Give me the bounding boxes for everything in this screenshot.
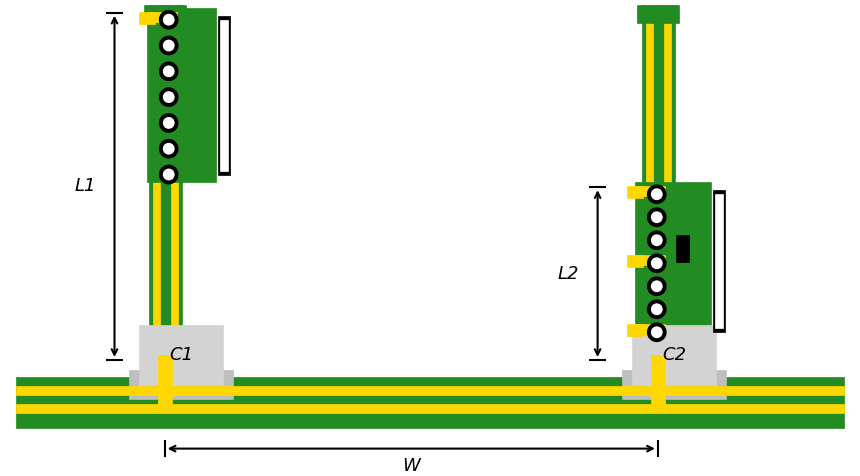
Bar bbox=[635, 186, 665, 196]
Bar bbox=[637, 5, 679, 23]
Circle shape bbox=[163, 65, 175, 77]
Circle shape bbox=[647, 253, 666, 273]
Circle shape bbox=[647, 322, 666, 342]
Circle shape bbox=[159, 113, 179, 133]
Circle shape bbox=[163, 143, 175, 155]
Bar bbox=[627, 255, 643, 267]
Circle shape bbox=[647, 299, 666, 319]
Bar bbox=[635, 182, 711, 340]
Bar bbox=[15, 377, 845, 428]
Circle shape bbox=[159, 10, 179, 30]
Bar bbox=[153, 5, 160, 365]
Bar bbox=[147, 12, 176, 22]
Circle shape bbox=[651, 211, 663, 223]
Bar bbox=[218, 16, 230, 175]
Circle shape bbox=[651, 303, 663, 315]
Circle shape bbox=[651, 258, 663, 269]
Bar bbox=[642, 5, 674, 365]
Text: C2: C2 bbox=[662, 346, 686, 364]
Bar bbox=[651, 355, 665, 409]
Bar bbox=[147, 8, 216, 182]
Circle shape bbox=[651, 327, 663, 338]
Text: C1: C1 bbox=[169, 346, 194, 364]
Bar bbox=[149, 5, 181, 365]
Circle shape bbox=[647, 277, 666, 296]
Bar bbox=[623, 370, 726, 399]
Bar bbox=[713, 190, 725, 332]
Circle shape bbox=[163, 14, 175, 26]
Circle shape bbox=[159, 61, 179, 81]
Circle shape bbox=[159, 165, 179, 184]
Bar bbox=[170, 5, 178, 365]
Bar bbox=[129, 370, 233, 399]
Circle shape bbox=[647, 184, 666, 204]
Bar bbox=[144, 5, 187, 23]
Bar bbox=[635, 324, 665, 334]
Bar bbox=[15, 404, 845, 413]
Text: L2: L2 bbox=[557, 265, 579, 283]
Bar bbox=[15, 387, 845, 396]
Bar bbox=[675, 235, 690, 262]
Circle shape bbox=[647, 208, 666, 227]
Circle shape bbox=[163, 117, 175, 129]
Bar bbox=[220, 20, 228, 170]
Circle shape bbox=[163, 40, 175, 51]
Bar bbox=[139, 326, 223, 385]
Circle shape bbox=[159, 36, 179, 55]
Bar bbox=[646, 5, 653, 365]
Circle shape bbox=[651, 188, 663, 200]
Bar bbox=[627, 324, 643, 336]
Circle shape bbox=[159, 87, 179, 107]
Bar bbox=[139, 12, 155, 24]
Circle shape bbox=[647, 230, 666, 250]
Text: W: W bbox=[402, 457, 421, 476]
Bar bbox=[715, 194, 722, 328]
Bar bbox=[664, 5, 671, 365]
Bar bbox=[632, 326, 716, 385]
Circle shape bbox=[163, 91, 175, 103]
Text: L1: L1 bbox=[74, 178, 95, 195]
Circle shape bbox=[651, 234, 663, 246]
Bar bbox=[158, 355, 172, 409]
Bar bbox=[635, 255, 665, 265]
Circle shape bbox=[163, 169, 175, 180]
Circle shape bbox=[651, 280, 663, 292]
Bar bbox=[627, 186, 643, 198]
Circle shape bbox=[159, 139, 179, 159]
